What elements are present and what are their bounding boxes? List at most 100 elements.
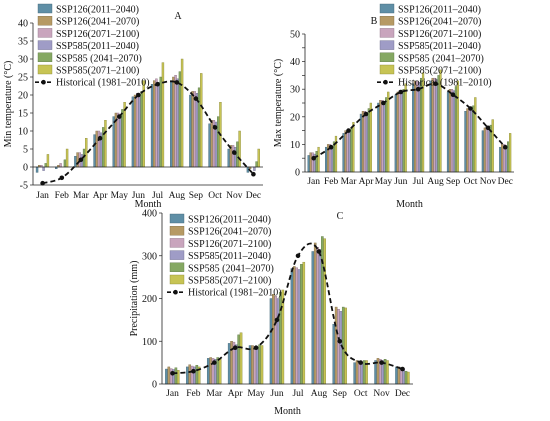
- bar: [464, 111, 467, 173]
- legend-swatch: [169, 274, 185, 285]
- historical-point: [363, 111, 369, 117]
- legend-line-marker: [41, 79, 46, 85]
- x-tick-label: Feb: [55, 191, 70, 201]
- y-axis-label: Precipitation (mm): [129, 261, 140, 337]
- bar: [365, 112, 368, 173]
- x-tick-label: Jun: [394, 177, 407, 187]
- x-tick-label: Mar: [341, 177, 358, 187]
- bar-series: [169, 246, 403, 385]
- bar: [309, 152, 312, 173]
- bar: [509, 133, 512, 173]
- bar: [350, 127, 353, 173]
- bar-series: [40, 74, 235, 168]
- bar: [352, 122, 355, 173]
- bar: [272, 294, 275, 385]
- bar: [398, 90, 401, 173]
- x-tick-label: May: [111, 191, 129, 201]
- legend-swatch: [37, 64, 53, 75]
- bar: [295, 267, 298, 385]
- bar: [281, 289, 285, 385]
- x-tick-label: Aug: [169, 191, 186, 201]
- historical-point: [253, 345, 259, 351]
- bar: [342, 133, 345, 173]
- bar: [468, 108, 471, 173]
- historical-point: [170, 371, 175, 376]
- bar: [169, 368, 173, 385]
- bar: [167, 366, 171, 385]
- bar: [414, 80, 417, 173]
- legend-swatch: [37, 3, 53, 14]
- bar: [379, 100, 382, 173]
- historical-point: [379, 360, 384, 365]
- legend-label: Historical (1981–2010): [398, 78, 492, 89]
- y-tick-label: 10: [290, 140, 300, 151]
- bar: [276, 298, 280, 385]
- y-tick-label: 50: [290, 30, 300, 41]
- bar: [231, 145, 235, 168]
- bar: [133, 94, 137, 168]
- bar: [200, 73, 203, 168]
- bar: [395, 366, 398, 385]
- bar: [317, 146, 320, 173]
- bar: [290, 268, 294, 385]
- bar: [190, 365, 194, 385]
- bar: [404, 83, 407, 173]
- y-tick-label: 40: [290, 57, 300, 68]
- panel-label: B: [371, 16, 378, 27]
- y-tick-label: 0: [152, 380, 157, 391]
- bar: [454, 86, 458, 173]
- bar: [95, 130, 98, 168]
- historical-point: [97, 135, 103, 141]
- bar: [361, 111, 365, 173]
- bar: [116, 112, 120, 168]
- legend-label: SSP126(2011–2040): [56, 5, 139, 16]
- historical-point: [328, 144, 334, 150]
- bar: [433, 77, 436, 173]
- legend-swatch: [379, 16, 395, 26]
- historical-point: [381, 100, 386, 106]
- historical-point: [212, 360, 217, 365]
- bar: [505, 145, 508, 173]
- legend-label: SSP126(2041–2070): [188, 227, 271, 238]
- bar: [311, 251, 315, 385]
- bar: [435, 79, 438, 173]
- panel-label: A: [174, 11, 182, 22]
- historical-point: [311, 155, 317, 161]
- x-tick-label: May: [375, 177, 393, 187]
- bar-series: [317, 69, 512, 173]
- bar: [400, 93, 403, 173]
- y-tick-label: 30: [290, 85, 300, 96]
- legend-swatch: [169, 225, 185, 236]
- bar: [195, 92, 199, 168]
- bar: [387, 91, 390, 173]
- bar: [363, 111, 367, 173]
- bar: [209, 357, 212, 385]
- y-axis-label: Max temperature (°C): [273, 59, 284, 147]
- bar: [481, 130, 484, 173]
- legend-swatch: [37, 28, 53, 38]
- bar: [323, 238, 326, 385]
- bar: [325, 146, 328, 173]
- x-tick-label: Jul: [292, 389, 303, 399]
- legend-swatch: [37, 52, 53, 62]
- bar: [474, 97, 477, 173]
- legend-swatch: [169, 213, 185, 224]
- y-axis-label: Min temperature (°C): [3, 61, 14, 148]
- bar: [35, 166, 39, 173]
- x-tick-label: Mar: [206, 389, 223, 399]
- legend-label: SSP585(2011–2040): [398, 41, 481, 52]
- x-axis-label: Month: [396, 199, 423, 210]
- bar: [362, 360, 366, 385]
- bar: [150, 83, 154, 168]
- legend-label: SSP126(2041–2070): [56, 17, 139, 28]
- historical-point: [398, 89, 404, 95]
- bar: [230, 341, 233, 385]
- historical-point: [191, 368, 196, 374]
- legend-swatch: [169, 238, 185, 248]
- bar: [234, 146, 237, 168]
- bar: [337, 308, 340, 385]
- x-tick-label: Dec: [246, 191, 261, 201]
- bar: [165, 368, 168, 385]
- y-tick-label: 5: [23, 145, 28, 156]
- bar: [404, 370, 408, 385]
